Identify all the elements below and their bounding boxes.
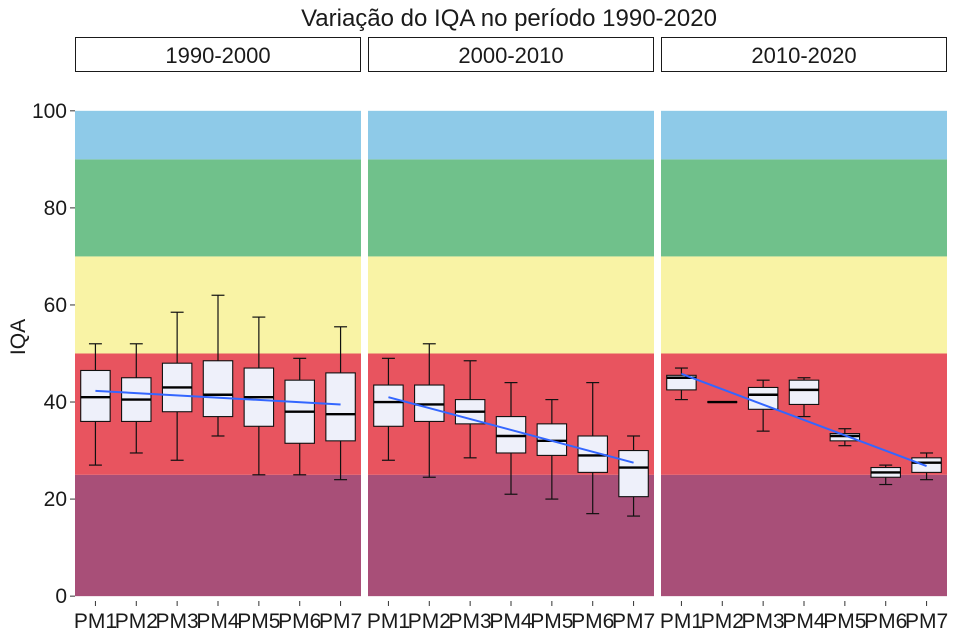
box-iqr <box>536 423 568 456</box>
x-tick-label: PM4 <box>489 610 533 633</box>
x-tick-label: PM1 <box>74 610 117 633</box>
boxplot <box>495 382 527 495</box>
box-iqr <box>325 372 356 442</box>
boxplot <box>870 464 901 486</box>
boxplot <box>121 343 152 454</box>
box-iqr <box>618 450 649 498</box>
y-axis-title: IQA <box>7 319 30 355</box>
y-tick-label: 40 <box>44 391 67 414</box>
box-iqr <box>202 360 234 418</box>
facet-strip <box>75 37 361 72</box>
x-tick-label: PM6 <box>278 610 321 633</box>
y-tick-label: 80 <box>44 197 67 220</box>
box-iqr <box>414 384 445 422</box>
y-tick-label: 20 <box>44 488 67 511</box>
x-tick-label: PM3 <box>449 610 492 633</box>
quality-band <box>368 256 654 354</box>
facet-panels: 1990-2000PM1PM2PM3PM4PM5PM6PM72000-2010P… <box>74 37 948 633</box>
quality-band <box>368 110 654 160</box>
boxplot <box>202 294 234 437</box>
x-tick-label: PM5 <box>530 610 573 633</box>
y-axis: 0 20 40 60 80 100 <box>32 100 75 608</box>
box-iqr <box>495 416 527 454</box>
boxplot <box>788 377 820 418</box>
box-iqr <box>373 384 404 427</box>
y-tick-label: 100 <box>32 100 67 123</box>
x-tick-label: PM7 <box>612 610 655 633</box>
quality-band <box>368 159 654 257</box>
x-tick-label: PM4 <box>782 610 826 633</box>
facet-strip-label: 2000-2010 <box>458 43 563 68</box>
quality-band <box>661 110 947 160</box>
boxplot <box>618 435 649 517</box>
x-tick-label: PM3 <box>156 610 199 633</box>
trend-line <box>681 372 927 468</box>
boxplot <box>373 357 404 461</box>
x-tick-label: PM1 <box>660 610 703 633</box>
trend-line <box>95 389 341 406</box>
boxplot <box>161 311 193 461</box>
facet-strip-label: 1990-2000 <box>165 43 270 68</box>
quality-band <box>661 159 947 257</box>
x-tick-label: PM5 <box>823 610 866 633</box>
quality-band <box>661 256 947 354</box>
x-tick-label: PM7 <box>905 610 948 633</box>
chart-title: Variação do IQA no período 1990-2020 <box>301 5 717 32</box>
x-tick-label: PM3 <box>742 610 785 633</box>
y-tick-label: 60 <box>44 294 67 317</box>
box-iqr <box>747 386 779 410</box>
facet-strip <box>661 37 947 72</box>
boxplot <box>325 326 356 481</box>
box-iqr <box>788 379 820 405</box>
box-iqr <box>80 369 111 422</box>
x-tick-label: PM4 <box>196 610 240 633</box>
quality-band <box>75 474 361 597</box>
x-tick-label: PM5 <box>237 610 280 633</box>
boxplot <box>284 357 315 476</box>
facet-strip <box>368 37 654 72</box>
quality-band <box>661 474 947 597</box>
quality-band <box>75 110 361 160</box>
x-tick-label: PM2 <box>701 610 744 633</box>
x-tick-label: PM2 <box>408 610 451 633</box>
boxplot <box>243 316 275 476</box>
boxplot <box>80 343 111 466</box>
box-iqr <box>666 374 697 391</box>
x-tick-label: PM6 <box>571 610 614 633</box>
box-iqr <box>829 433 861 442</box>
x-tick-label: PM7 <box>319 610 362 633</box>
facet-strip-label: 2010-2020 <box>751 43 856 68</box>
x-tick-label: PM1 <box>367 610 410 633</box>
x-tick-label: PM2 <box>115 610 158 633</box>
quality-band <box>368 474 654 597</box>
y-tick-label: 0 <box>55 585 67 608</box>
trend-line <box>388 396 634 464</box>
quality-band <box>75 159 361 257</box>
x-tick-label: PM6 <box>864 610 907 633</box>
